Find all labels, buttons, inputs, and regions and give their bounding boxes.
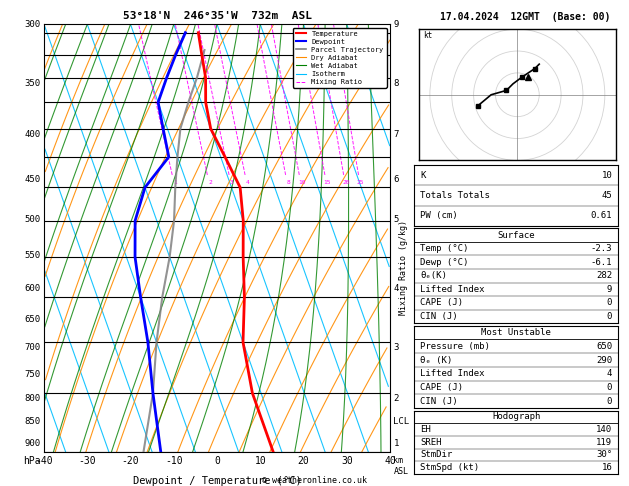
Text: 4: 4 — [394, 284, 399, 294]
Text: Most Unstable: Most Unstable — [481, 328, 551, 337]
Text: 3: 3 — [394, 343, 399, 352]
Text: 650: 650 — [25, 315, 40, 324]
Legend: Temperature, Dewpoint, Parcel Trajectory, Dry Adiabat, Wet Adiabat, Isotherm, Mi: Temperature, Dewpoint, Parcel Trajectory… — [292, 28, 386, 88]
Text: Lifted Index: Lifted Index — [420, 285, 484, 294]
Text: Hodograph: Hodograph — [492, 413, 540, 421]
Text: CAPE (J): CAPE (J) — [420, 298, 463, 307]
Text: 450: 450 — [25, 174, 40, 184]
Text: 500: 500 — [25, 215, 40, 224]
Text: CIN (J): CIN (J) — [420, 312, 458, 321]
Text: 0: 0 — [607, 383, 612, 392]
Text: 600: 600 — [25, 284, 40, 294]
Text: 4: 4 — [246, 180, 250, 185]
Text: 550: 550 — [25, 251, 40, 260]
Text: SREH: SREH — [420, 438, 442, 447]
Text: © weatheronline.co.uk: © weatheronline.co.uk — [262, 476, 367, 485]
Text: 800: 800 — [25, 394, 40, 403]
Text: Dewp (°C): Dewp (°C) — [420, 258, 469, 267]
Text: 10: 10 — [254, 456, 266, 466]
Text: 2: 2 — [394, 394, 399, 403]
Title: 53°18'N  246°35'W  732m  ASL: 53°18'N 246°35'W 732m ASL — [123, 11, 311, 21]
Text: -6.1: -6.1 — [591, 258, 612, 267]
Text: 1: 1 — [173, 180, 177, 185]
Text: 0: 0 — [214, 456, 220, 466]
Text: 9: 9 — [394, 20, 399, 29]
Text: 3: 3 — [230, 180, 233, 185]
Text: -30: -30 — [79, 456, 96, 466]
Text: 8: 8 — [394, 79, 399, 87]
Text: 40: 40 — [384, 456, 396, 466]
Text: Totals Totals: Totals Totals — [420, 191, 490, 200]
Text: LCL: LCL — [394, 417, 409, 426]
Text: 282: 282 — [596, 271, 612, 280]
Text: CAPE (J): CAPE (J) — [420, 383, 463, 392]
Text: CIN (J): CIN (J) — [420, 397, 458, 406]
Text: 350: 350 — [25, 79, 40, 87]
Text: 20: 20 — [342, 180, 350, 185]
Text: 17.04.2024  12GMT  (Base: 00): 17.04.2024 12GMT (Base: 00) — [440, 12, 610, 22]
Text: -40: -40 — [35, 456, 53, 466]
Text: 45: 45 — [601, 191, 612, 200]
Text: 0.61: 0.61 — [591, 211, 612, 220]
Text: 300: 300 — [25, 20, 40, 29]
Text: 10: 10 — [298, 180, 306, 185]
Text: -10: -10 — [165, 456, 182, 466]
Text: 10: 10 — [601, 171, 612, 180]
Text: 7: 7 — [394, 130, 399, 139]
Text: StmDir: StmDir — [420, 451, 452, 459]
Text: EH: EH — [420, 425, 431, 434]
Text: 16: 16 — [601, 463, 612, 472]
Text: 25: 25 — [357, 180, 364, 185]
Text: 20: 20 — [298, 456, 309, 466]
Text: 400: 400 — [25, 130, 40, 139]
Text: 5: 5 — [394, 215, 399, 224]
Text: 6: 6 — [394, 174, 399, 184]
Text: 290: 290 — [596, 356, 612, 364]
Text: Mixing Ratio (g/kg): Mixing Ratio (g/kg) — [399, 220, 408, 315]
Text: 0: 0 — [607, 312, 612, 321]
Text: 0: 0 — [607, 298, 612, 307]
Text: PW (cm): PW (cm) — [420, 211, 458, 220]
Text: 2: 2 — [208, 180, 212, 185]
Text: -20: -20 — [121, 456, 140, 466]
Text: Temp (°C): Temp (°C) — [420, 244, 469, 253]
Text: kt: kt — [423, 31, 433, 40]
Text: θₑ(K): θₑ(K) — [420, 271, 447, 280]
Text: km
ASL: km ASL — [394, 456, 408, 476]
Text: Dewpoint / Temperature (°C): Dewpoint / Temperature (°C) — [133, 475, 301, 486]
Text: 750: 750 — [25, 369, 40, 379]
Text: 850: 850 — [25, 417, 40, 426]
Text: 4: 4 — [607, 369, 612, 378]
Text: 8: 8 — [286, 180, 290, 185]
Text: 700: 700 — [25, 343, 40, 352]
Text: 119: 119 — [596, 438, 612, 447]
Text: 30°: 30° — [596, 451, 612, 459]
Text: Pressure (mb): Pressure (mb) — [420, 342, 490, 351]
Text: K: K — [420, 171, 425, 180]
Text: 140: 140 — [596, 425, 612, 434]
Text: -2.3: -2.3 — [591, 244, 612, 253]
Text: 900: 900 — [25, 439, 40, 448]
Text: hPa: hPa — [23, 456, 40, 466]
Text: 15: 15 — [323, 180, 331, 185]
Text: θₑ (K): θₑ (K) — [420, 356, 452, 364]
Text: StmSpd (kt): StmSpd (kt) — [420, 463, 479, 472]
Text: Lifted Index: Lifted Index — [420, 369, 484, 378]
Text: 1: 1 — [394, 439, 399, 448]
Text: 0: 0 — [607, 397, 612, 406]
Text: 9: 9 — [607, 285, 612, 294]
Text: 30: 30 — [341, 456, 353, 466]
Text: 650: 650 — [596, 342, 612, 351]
Text: Surface: Surface — [498, 231, 535, 240]
